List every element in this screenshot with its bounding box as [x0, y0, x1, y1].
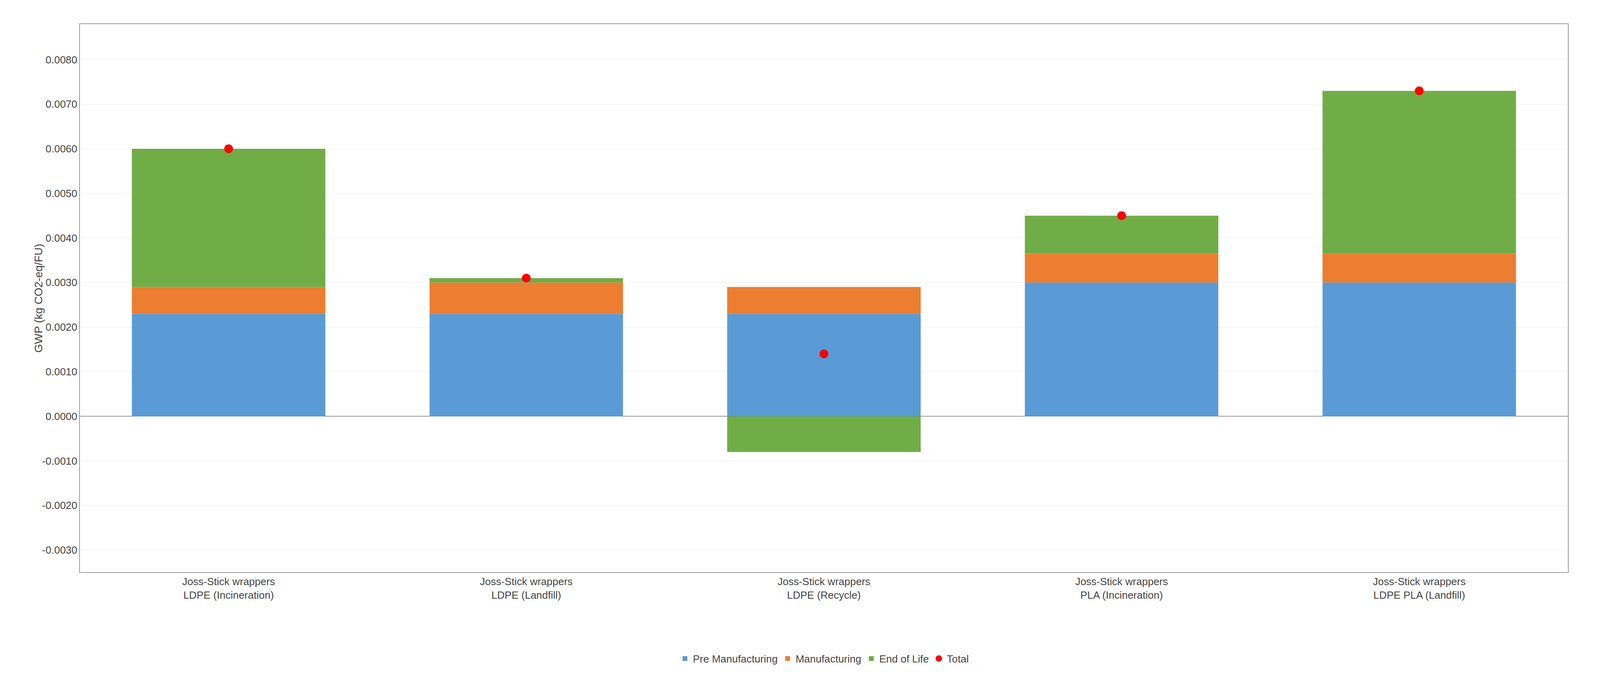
svg-text:End of Life: End of Life: [879, 653, 929, 665]
svg-text:Joss-Stick wrappersLDPE (Recyc: Joss-Stick wrappersLDPE (Recycle): [777, 575, 871, 602]
svg-text:-0.0030: -0.0030: [42, 544, 78, 557]
svg-text:GWP (kg CO2-eq/FU): GWP (kg CO2-eq/FU): [32, 243, 45, 353]
svg-text:-0.0010: -0.0010: [42, 455, 78, 468]
svg-text:Manufacturing: Manufacturing: [795, 653, 862, 665]
svg-text:Joss-Stick wrappersLDPE (Landf: Joss-Stick wrappersLDPE (Landfill): [479, 575, 573, 602]
svg-text:Joss-Stick wrappersLDPE (Incin: Joss-Stick wrappersLDPE (Incineration): [182, 575, 276, 602]
svg-text:Pre Manufacturing: Pre Manufacturing: [692, 653, 778, 665]
svg-text:Joss-Stick wrappersPLA (Incine: Joss-Stick wrappersPLA (Incineration): [1075, 575, 1168, 602]
svg-text:0.0050: 0.0050: [45, 187, 78, 200]
svg-text:0.0020: 0.0020: [45, 321, 78, 334]
svg-text:0.0080: 0.0080: [45, 53, 78, 66]
svg-text:0.0070: 0.0070: [45, 98, 78, 111]
svg-text:0.0000: 0.0000: [45, 410, 78, 423]
svg-text:0.0030: 0.0030: [45, 276, 78, 289]
svg-text:0.0060: 0.0060: [45, 142, 78, 155]
svg-text:0.0040: 0.0040: [45, 232, 78, 245]
svg-text:Joss-Stick wrappersLDPE PLA (L: Joss-Stick wrappersLDPE PLA (Landfill): [1373, 575, 1466, 602]
svg-text:Total: Total: [946, 653, 969, 665]
svg-text:-0.0020: -0.0020: [42, 499, 78, 512]
svg-text:0.0010: 0.0010: [45, 365, 78, 378]
